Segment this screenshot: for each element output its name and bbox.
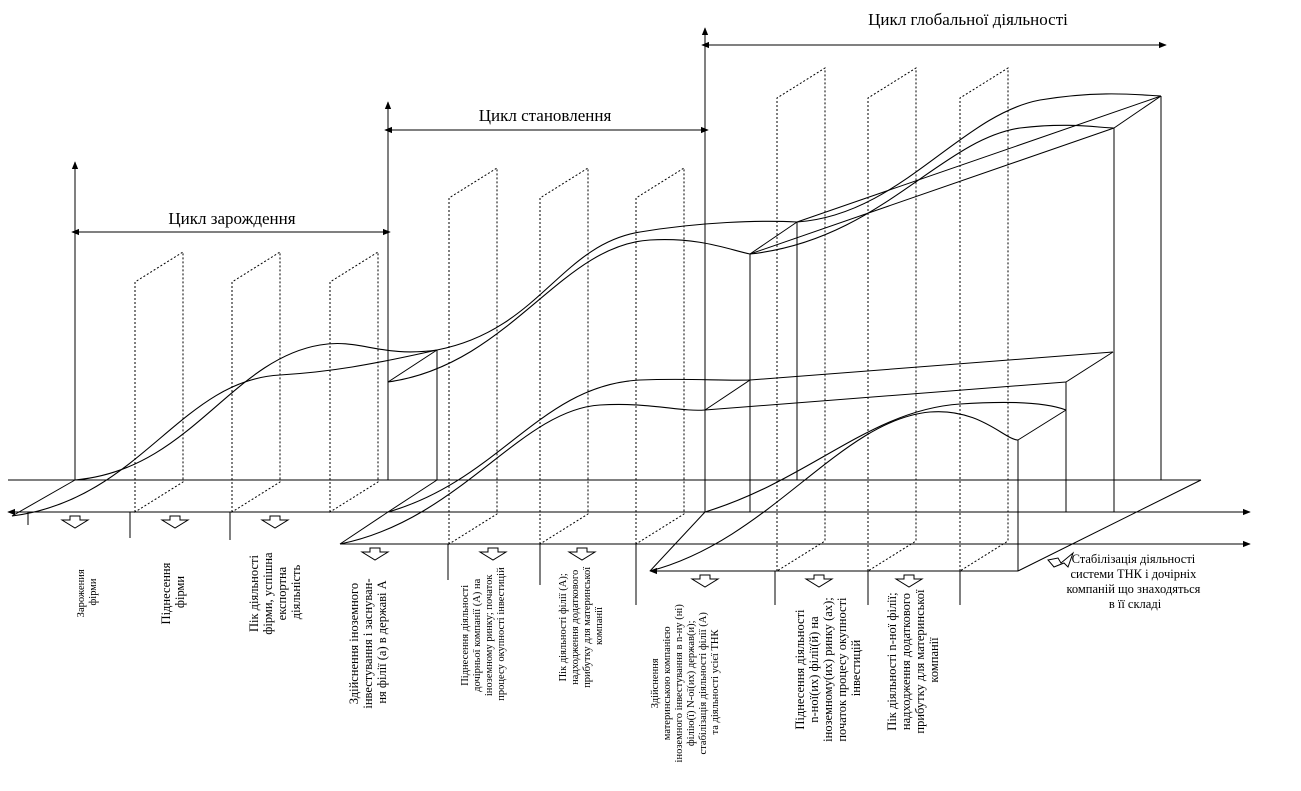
box-edge [704,379,751,411]
plane-1 [134,251,184,513]
down-arrow-icon [260,515,290,529]
plane-9 [959,67,1009,572]
plane-6 [635,167,685,545]
down-arrow-icon [360,547,390,561]
box-edge [387,349,438,383]
boxes [387,95,1162,571]
cycle-formation-label: Цикл становлення [479,106,612,125]
depth-line-4 [1017,479,1202,572]
curve-branch-front [649,411,1019,572]
stage-4-label: Здійснення іноземного інвестування і зас… [347,575,389,708]
stage-6-label: Пік діяльності філії (А); надходження до… [558,564,605,688]
box-edge [749,127,1115,255]
box-edge [749,351,1114,381]
depth-line-3 [649,511,706,572]
curve-upper-front [387,239,751,383]
curve-lower-front [339,403,706,545]
stage-labels: Зарожения фірми Піднесення фірми Пік дія… [76,549,1203,763]
down-arrow-icon [804,574,834,588]
down-arrow-icon [60,515,90,529]
box-edge [1065,351,1114,383]
cycle-headers: Цикл зарождення Цикл становлення Цикл гл… [71,10,1167,236]
down-arrow-icon [567,547,597,561]
axes [7,27,1251,605]
stage-5-label: Піднесення діяльності дочірньої компанії… [460,567,507,701]
down-arrow-icon [690,574,720,588]
depth-line-1 [11,479,76,517]
cycle-global-label: Цикл глобальної діяльності [868,10,1068,29]
plane-2 [231,251,281,513]
plane-5 [539,167,589,545]
down-arrow-icon [478,547,508,561]
curve-branch-back [704,401,1067,513]
curve-upper-back [436,220,798,351]
diagonal-arrow-icon [1047,551,1075,568]
box-edge [749,221,798,255]
stage-2-label: Піднесення фірми [159,560,187,625]
stage-1-label: Зарожения фірми [76,567,99,618]
down-arrow-icon [894,574,924,588]
down-arrow-icon [160,515,190,529]
stage-7-label: Здійснення материнською компанією інозем… [650,602,721,763]
plane-3 [329,251,379,513]
curve-global-front [749,124,1115,255]
cycle-origin-label: Цикл зарождення [168,209,295,228]
stage-10-label: Стабілізація діяльності системи ТНК і до… [1066,552,1203,611]
dotted-planes [134,67,1009,572]
box-edge [387,479,438,513]
plane-8 [867,67,917,572]
curve-lower-back [387,378,751,513]
stage-8-label: Піднесення діяльності n-ної(их) філії(й)… [793,594,863,742]
curve-back-1 [74,342,438,481]
box-edge [796,95,1162,223]
box-edge [1113,95,1162,129]
depth-line-2 [339,511,389,545]
curve-global-back [796,93,1162,223]
stage-3-label: Пік діяльності фірми, успішна експортна … [247,549,303,634]
stage-arrows [60,515,1075,588]
box-edge [1017,409,1067,441]
curve-front-1 [11,349,438,517]
box-edge [704,381,1067,411]
plane-4 [448,167,498,545]
s-curves [11,93,1162,572]
plane-7 [776,67,826,572]
stage-9-label: Пік діяльності n-ної філії; надходження … [885,586,941,733]
